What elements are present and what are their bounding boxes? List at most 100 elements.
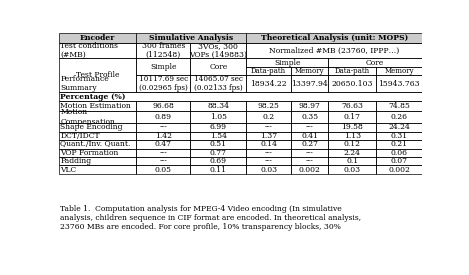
Text: 0.1: 0.1 xyxy=(346,157,358,165)
Bar xyxy=(190,140,246,148)
Text: 0.17: 0.17 xyxy=(344,113,361,121)
Text: Shape Encoding: Shape Encoding xyxy=(60,123,123,131)
Bar xyxy=(246,33,422,43)
Text: 0.05: 0.05 xyxy=(155,166,172,174)
Text: ---: --- xyxy=(265,123,272,131)
Bar xyxy=(328,111,377,123)
Text: 6.99: 6.99 xyxy=(210,123,227,131)
Text: Percentage (%): Percentage (%) xyxy=(60,92,126,101)
Bar xyxy=(246,58,328,67)
Text: ---: --- xyxy=(306,149,314,157)
Bar xyxy=(377,75,422,92)
Bar xyxy=(246,123,291,131)
Bar xyxy=(246,67,291,75)
Bar xyxy=(136,33,246,43)
Bar xyxy=(246,148,291,157)
Text: 15943.763: 15943.763 xyxy=(378,80,420,88)
Bar xyxy=(291,140,328,148)
Text: Memory: Memory xyxy=(385,67,414,75)
Text: 300 frames
(112548): 300 frames (112548) xyxy=(142,42,185,59)
Bar xyxy=(190,111,246,123)
Bar xyxy=(246,111,291,123)
Bar xyxy=(246,131,291,140)
Text: Encoder: Encoder xyxy=(80,34,115,42)
Bar xyxy=(190,157,246,166)
Bar xyxy=(246,101,291,111)
Text: Motion Estimation: Motion Estimation xyxy=(60,102,131,110)
Text: Normalized #MB (23760, IPPP…): Normalized #MB (23760, IPPP…) xyxy=(269,47,399,55)
Text: ---: --- xyxy=(306,157,314,165)
Bar xyxy=(246,43,422,58)
Bar xyxy=(377,123,422,131)
Bar xyxy=(190,101,246,111)
Text: 0.21: 0.21 xyxy=(391,140,408,148)
Bar xyxy=(59,157,136,166)
Text: 88.34: 88.34 xyxy=(207,102,229,110)
Text: Theoretical Analysis (unit: MOPS): Theoretical Analysis (unit: MOPS) xyxy=(260,34,408,42)
Bar xyxy=(291,67,328,75)
Text: 14065.07 sec
(0.02133 fps): 14065.07 sec (0.02133 fps) xyxy=(194,75,243,92)
Text: 0.002: 0.002 xyxy=(388,166,410,174)
Bar xyxy=(59,123,136,131)
Text: ---: --- xyxy=(265,149,272,157)
Bar xyxy=(246,166,291,174)
Bar xyxy=(59,131,136,140)
Text: 20650.103: 20650.103 xyxy=(332,80,373,88)
Text: 96.68: 96.68 xyxy=(152,102,174,110)
Bar xyxy=(136,166,190,174)
Text: 1.37: 1.37 xyxy=(260,132,277,140)
Text: Data-path: Data-path xyxy=(335,67,370,75)
Text: Memory: Memory xyxy=(295,67,325,75)
Bar xyxy=(190,166,246,174)
Text: Core: Core xyxy=(366,59,384,67)
Bar xyxy=(190,148,246,157)
Bar xyxy=(136,111,190,123)
Bar xyxy=(328,123,377,131)
Bar xyxy=(291,157,328,166)
Text: Simple: Simple xyxy=(274,59,301,67)
Bar xyxy=(291,111,328,123)
Bar xyxy=(246,140,291,148)
Bar xyxy=(291,123,328,131)
Bar xyxy=(190,131,246,140)
Text: Core: Core xyxy=(209,63,227,71)
Bar xyxy=(136,58,190,75)
Text: 0.14: 0.14 xyxy=(260,140,277,148)
Bar xyxy=(291,166,328,174)
Bar xyxy=(328,148,377,157)
Bar xyxy=(59,58,136,92)
Bar xyxy=(377,67,422,75)
Bar xyxy=(328,101,377,111)
Text: 1.13: 1.13 xyxy=(344,132,361,140)
Bar xyxy=(328,166,377,174)
Text: 2.24: 2.24 xyxy=(344,149,361,157)
Text: 0.002: 0.002 xyxy=(299,166,321,174)
Text: Quant./Inv. Quant.: Quant./Inv. Quant. xyxy=(60,140,130,148)
Text: ---: --- xyxy=(265,157,272,165)
Text: 0.31: 0.31 xyxy=(391,132,408,140)
Bar xyxy=(377,111,422,123)
Text: Data-path: Data-path xyxy=(251,67,286,75)
Text: 0.35: 0.35 xyxy=(301,113,318,121)
Bar xyxy=(377,101,422,111)
Bar xyxy=(377,148,422,157)
Text: ---: --- xyxy=(159,157,167,165)
Bar xyxy=(136,148,190,157)
Text: DCT/IDCT: DCT/IDCT xyxy=(60,132,100,140)
Bar xyxy=(328,157,377,166)
Text: 0.69: 0.69 xyxy=(210,157,227,165)
Bar xyxy=(328,75,377,92)
Bar xyxy=(190,58,246,75)
Bar xyxy=(377,131,422,140)
Bar xyxy=(377,157,422,166)
Bar xyxy=(328,67,377,75)
Bar xyxy=(328,140,377,148)
Text: VOP Formation: VOP Formation xyxy=(60,149,119,157)
Bar xyxy=(190,43,246,58)
Text: 0.27: 0.27 xyxy=(301,140,318,148)
Text: Table 1.  Computation analysis for MPEG-4 Video encoding (In simulative
analysis: Table 1. Computation analysis for MPEG-4… xyxy=(60,205,361,231)
Text: Motion
Compensation: Motion Compensation xyxy=(60,108,115,125)
Text: 0.07: 0.07 xyxy=(391,157,408,165)
Bar xyxy=(59,148,136,157)
Text: 0.41: 0.41 xyxy=(301,132,318,140)
